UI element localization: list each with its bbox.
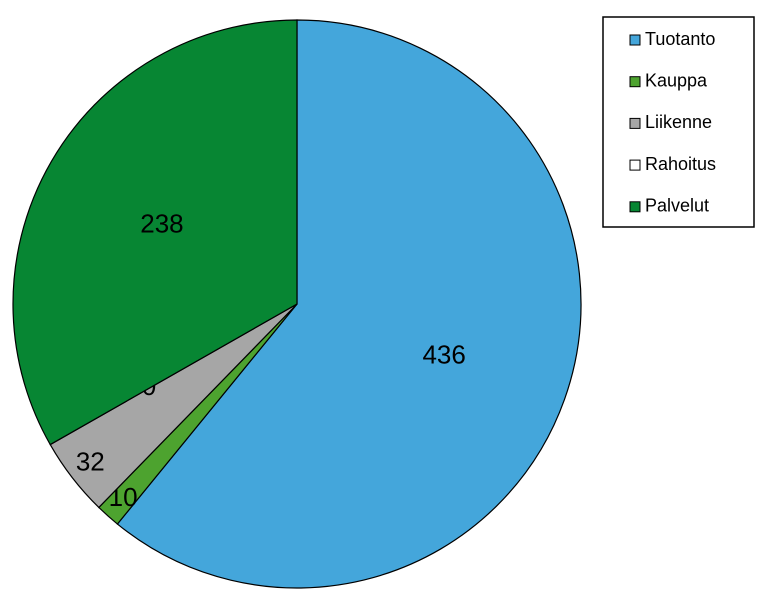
pie: 43610320238 [12, 19, 582, 589]
legend-label: Palvelut [645, 196, 709, 216]
legend-label: Tuotanto [645, 29, 715, 49]
legend-label: Liikenne [645, 112, 712, 132]
data-label: 32 [76, 447, 105, 477]
legend-swatch [629, 34, 641, 46]
pie-slice [12, 19, 298, 446]
legend-box [602, 16, 755, 228]
data-label: 436 [422, 339, 465, 369]
legend-swatch [629, 159, 641, 171]
legend-label: Kauppa [645, 70, 708, 90]
data-label: 238 [140, 208, 183, 238]
legend-label: Rahoitus [645, 154, 716, 174]
legend-swatch [629, 201, 641, 213]
legend-swatch [629, 117, 641, 129]
legend-swatch [629, 76, 641, 88]
pie-slice [116, 19, 582, 589]
legend: Tuotanto Kauppa Liikenne Rahoitus Palvelut [629, 29, 716, 216]
